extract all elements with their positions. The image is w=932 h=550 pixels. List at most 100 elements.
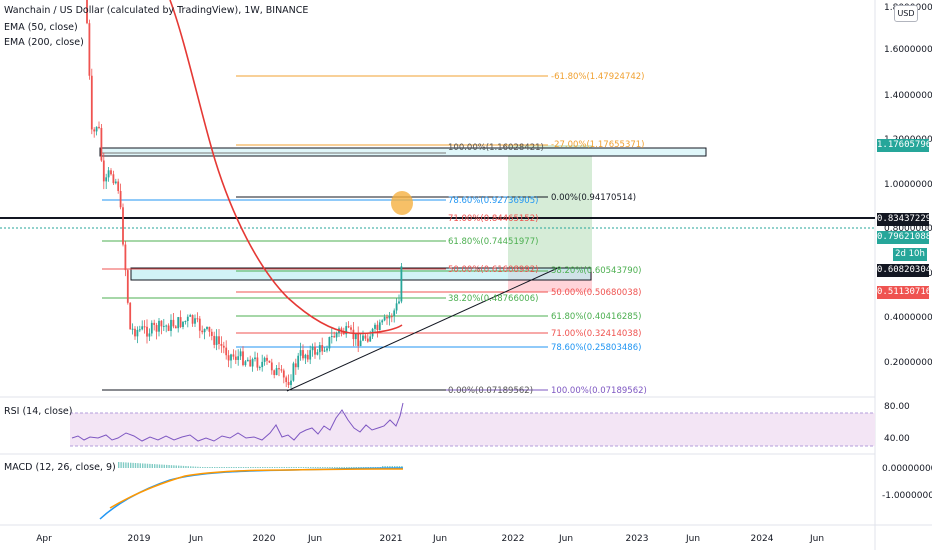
candle-body: [186, 316, 189, 321]
candle-body: [93, 129, 96, 132]
candle-body: [366, 338, 369, 342]
time-axis-label: 2023: [626, 534, 649, 544]
candle-body: [311, 346, 314, 351]
candle-body: [170, 319, 172, 331]
fib-label: -27.00%(1.17655371): [551, 140, 644, 150]
rsi-label[interactable]: RSI (14, close): [4, 406, 73, 417]
candle-body: [328, 337, 331, 349]
macd-bar: [130, 462, 132, 468]
macd-bar: [350, 467, 353, 468]
macd-bar: [125, 462, 127, 468]
macd-bar: [365, 467, 367, 468]
macd-bar: [192, 466, 194, 468]
highlight-ellipse: [391, 191, 413, 215]
macd-bar: [226, 467, 228, 468]
macd-bar: [214, 467, 216, 468]
candle-body: [393, 310, 396, 317]
macd-bar: [250, 467, 252, 468]
candle-body: [203, 328, 206, 333]
price-tag: 1.17605796: [877, 139, 932, 152]
candle-body: [364, 335, 367, 339]
ema200-label[interactable]: EMA (200, close): [4, 37, 84, 48]
candle-body: [237, 356, 240, 360]
time-axis-label: 2020: [253, 534, 276, 544]
macd-bar: [204, 467, 206, 468]
macd-bar: [235, 467, 237, 468]
candle-body: [114, 181, 117, 184]
candle-body: [107, 170, 110, 178]
macd-bar: [166, 464, 168, 468]
macd-bar: [154, 464, 156, 468]
macd-bar: [384, 466, 386, 468]
macd-bar: [372, 467, 374, 468]
candle-body: [90, 75, 93, 130]
candle-body: [354, 333, 357, 340]
macd-bar: [317, 467, 319, 468]
bar-countdown: 2d 10h: [893, 248, 927, 261]
price-axis-label: 0.20000000: [884, 358, 932, 368]
candle-body: [177, 317, 180, 329]
fib-label: 0.00%(0.94170514): [551, 193, 636, 203]
candle-body: [386, 317, 388, 319]
macd-bar: [293, 467, 295, 468]
candle-body: [215, 336, 218, 345]
macd-bar: [300, 467, 302, 468]
candle-body: [395, 303, 398, 311]
candle-body: [143, 326, 146, 328]
candle-body: [261, 361, 264, 368]
candle-body: [189, 315, 192, 317]
candle-body: [342, 331, 345, 335]
candle-body: [158, 320, 160, 332]
macd-bar: [398, 466, 401, 468]
macd-bar: [223, 467, 225, 468]
candle-body: [256, 357, 259, 368]
macd-bar: [170, 465, 173, 468]
candle-body: [374, 324, 376, 329]
macd-bar: [142, 463, 144, 468]
candle-body: [222, 345, 225, 348]
macd-bar: [134, 463, 137, 468]
candle-body: [318, 345, 321, 353]
ema50-label[interactable]: EMA (50, close): [4, 22, 78, 33]
rsi-axis-label: 80.00: [884, 402, 910, 412]
macd-bar: [132, 462, 134, 468]
currency-button[interactable]: USD: [894, 5, 918, 22]
fib-label: 71.00%(0.32414038): [551, 329, 641, 339]
candle-body: [162, 325, 165, 327]
macd-bar: [122, 462, 125, 468]
candle-body: [153, 322, 156, 325]
candle-body: [369, 336, 372, 342]
macd-bar: [334, 467, 336, 468]
candle-body: [333, 336, 336, 338]
candle-body: [165, 325, 168, 327]
macd-bar: [199, 466, 201, 468]
macd-bar: [367, 467, 369, 468]
macd-bar: [163, 464, 165, 468]
macd-bar: [305, 467, 307, 468]
candle-body: [383, 317, 386, 321]
macd-label[interactable]: MACD (12, 26, close, 9): [4, 462, 116, 473]
macd-bar: [341, 467, 343, 468]
macd-bar: [319, 467, 321, 468]
macd-bar: [382, 466, 384, 468]
candle-body: [297, 355, 300, 368]
macd-bar: [362, 467, 365, 468]
candle-body: [227, 355, 230, 361]
candle-body: [131, 328, 134, 330]
candle-body: [273, 370, 276, 376]
candle-body: [251, 359, 254, 367]
candle-body: [326, 348, 328, 351]
candle-body: [280, 369, 283, 371]
macd-bar: [314, 467, 317, 468]
fib-lines: [102, 75, 548, 391]
candle-body: [357, 333, 360, 347]
candle-body: [141, 326, 144, 330]
macd-bar: [194, 466, 197, 468]
candle-body: [100, 127, 103, 161]
macd-bar: [394, 466, 396, 468]
candle-body: [126, 270, 129, 303]
macd-bar: [190, 466, 192, 468]
